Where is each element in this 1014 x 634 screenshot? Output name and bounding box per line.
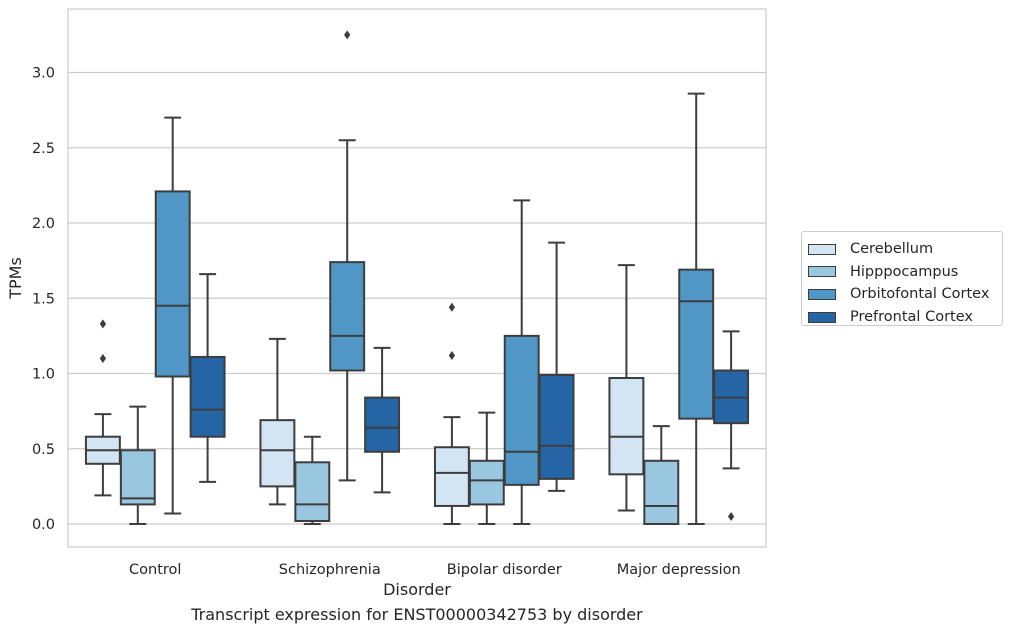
box <box>364 396 401 453</box>
legend-item: Orbitofontal Cortex <box>808 283 1002 306</box>
box <box>329 261 366 372</box>
legend-swatch <box>808 311 836 323</box>
legend-label: Cerebellum <box>850 241 934 258</box>
legend-swatch <box>808 243 836 255</box>
legend-label: Prefrontal Cortex <box>850 309 973 326</box>
x-tick-labels: Control Schizophrenia Bipolar disorder Majo… <box>129 562 741 578</box>
box <box>468 459 505 506</box>
legend-label: Orbitofontal Cortex <box>850 286 990 303</box>
legend-item: Hipppocampus <box>808 261 1002 284</box>
outlier-point <box>344 30 351 40</box>
box <box>538 374 575 480</box>
y-tick-label: 2.5 <box>32 141 55 157</box>
series-orbitofontal-cortex <box>154 30 715 525</box>
legend-swatch <box>808 266 836 278</box>
series-hipppocampus <box>119 405 680 526</box>
y-tick-labels: 0.0 0.5 1.0 1.5 2.0 2.5 3.0 <box>32 66 55 534</box>
box <box>189 355 226 438</box>
series-cerebellum <box>84 264 645 525</box>
box <box>503 334 540 486</box>
outlier-point <box>448 302 456 312</box>
x-tick-label: Bipolar disorder <box>447 562 562 578</box>
y-tick-label: 0.5 <box>32 442 55 458</box>
box <box>678 268 715 420</box>
outlier-point <box>99 353 107 363</box>
y-tick-label: 1.5 <box>32 291 55 307</box>
legend-item: Prefrontal Cortex <box>808 306 1002 329</box>
chart-caption: Transcript expression for ENST0000034275… <box>191 605 643 624</box>
x-axis-label: Disorder <box>383 580 451 599</box>
box <box>154 190 191 378</box>
box <box>294 461 331 522</box>
x-tick-label: Schizophrenia <box>279 562 381 578</box>
y-axis-label: TPMs <box>6 257 25 300</box>
legend-item: Cerebellum <box>808 238 1002 261</box>
y-tick-label: 0.0 <box>32 517 55 533</box>
box <box>643 459 680 526</box>
y-tick-label: 2.0 <box>32 216 55 232</box>
x-tick-label: Major depression <box>617 562 741 578</box>
outlier-point <box>727 511 735 521</box>
box <box>119 449 156 506</box>
box <box>259 419 296 488</box>
y-tick-label: 1.0 <box>32 367 55 383</box>
outlier-point <box>99 319 107 329</box>
y-tick-label: 3.0 <box>32 66 55 82</box>
series-prefrontal-cortex <box>189 241 750 521</box>
plot-frame <box>67 8 767 548</box>
outlier-point <box>448 350 456 360</box>
legend-swatch <box>808 288 836 300</box>
box <box>433 446 470 507</box>
box <box>608 377 645 476</box>
box-series <box>84 30 750 526</box>
legend-label: Hipppocampus <box>850 263 959 280</box>
legend: Cerebellum Hipppocampus Orbitofontal Corte… <box>801 231 1003 326</box>
x-tick-label: Control <box>129 562 181 578</box>
